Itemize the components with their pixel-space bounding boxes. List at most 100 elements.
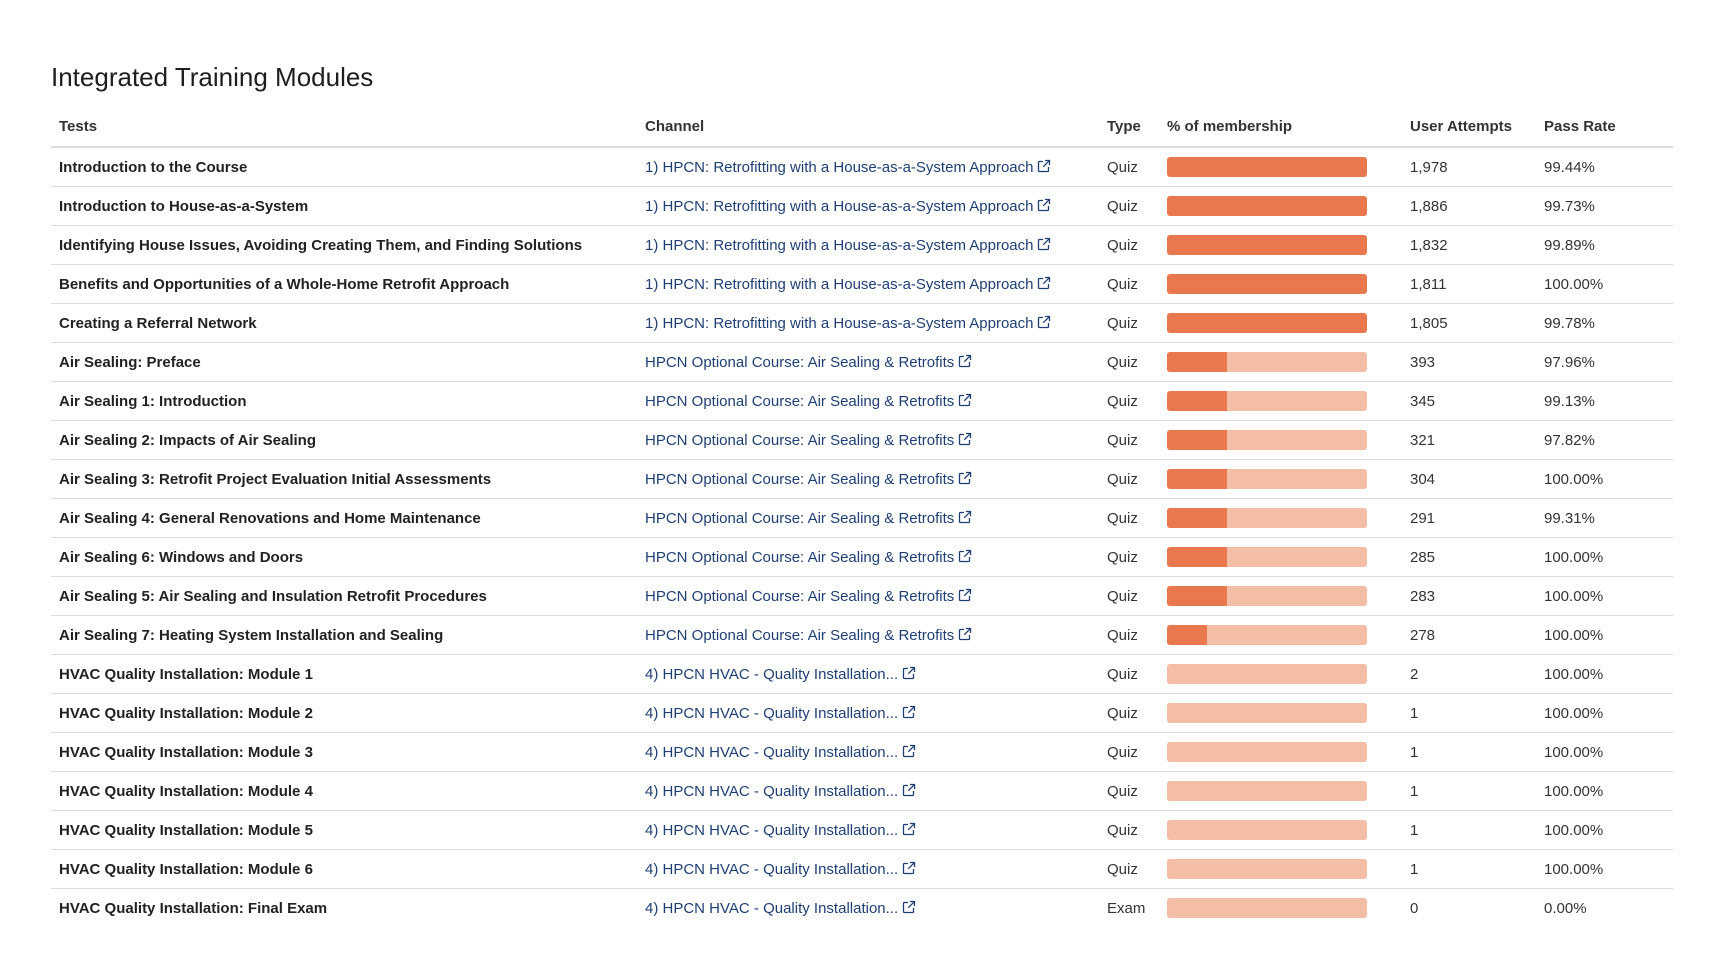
type-cell: Quiz [1099, 459, 1159, 499]
test-name: HVAC Quality Installation: Final Exam [59, 899, 328, 917]
membership-bar [1167, 820, 1367, 840]
test-name: Air Sealing 6: Windows and Doors [51, 537, 637, 577]
channel-cell: 1) HPCN: Retrofitting with a House-as-a-… [637, 147, 1099, 187]
channel-link[interactable]: 4) HPCN HVAC - Quality Installation... [645, 861, 916, 878]
attempts-cell: 304 [1402, 459, 1536, 499]
type-cell: Exam [1107, 899, 1146, 917]
channel-label: 4) HPCN HVAC - Quality Installation... [645, 782, 899, 800]
external-link-icon [902, 705, 916, 719]
attempts-cell: 1,805 [1402, 303, 1536, 343]
membership-bar [1167, 235, 1367, 255]
table-row: Air Sealing 2: Impacts of Air Sealing HP… [51, 420, 1673, 460]
channel-link[interactable]: 4) HPCN HVAC - Quality Installation... [645, 783, 916, 800]
channel-cell: 4) HPCN HVAC - Quality Installation... [637, 693, 1099, 733]
type-cell: Quiz [1099, 693, 1159, 733]
channel-label: 4) HPCN HVAC - Quality Installation... [645, 665, 899, 683]
type-cell: Quiz [1099, 381, 1159, 421]
test-name: Identifying House Issues, Avoiding Creat… [51, 225, 637, 265]
channel-cell: HPCN Optional Course: Air Sealing & Retr… [637, 615, 1099, 655]
test-name: Air Sealing 2: Impacts of Air Sealing [51, 420, 637, 460]
membership-bar [1167, 196, 1367, 216]
channel-link[interactable]: HPCN Optional Course: Air Sealing & Retr… [645, 393, 972, 410]
membership-cell [1159, 147, 1402, 187]
membership-bar [1167, 859, 1367, 879]
channel-link[interactable]: HPCN Optional Course: Air Sealing & Retr… [645, 549, 972, 566]
membership-bar-fill [1167, 313, 1367, 333]
type-cell: Quiz [1099, 342, 1159, 382]
channel-cell: HPCN Optional Course: Air Sealing & Retr… [637, 498, 1099, 538]
type-cell: Quiz [1099, 732, 1159, 772]
table-row: Identifying House Issues, Avoiding Creat… [51, 225, 1673, 265]
channel-link[interactable]: 1) HPCN: Retrofitting with a House-as-a-… [645, 315, 1051, 332]
type-cell: Quiz [1099, 186, 1159, 226]
membership-cell [1159, 303, 1402, 343]
channel-link[interactable]: HPCN Optional Course: Air Sealing & Retr… [645, 588, 972, 605]
external-link-icon [1037, 237, 1051, 251]
modules-table: Tests Channel Type % of membership User … [51, 106, 1673, 927]
channel-cell: 4) HPCN HVAC - Quality Installation... [637, 810, 1099, 850]
test-name: HVAC Quality Installation: Module 5 [51, 810, 637, 850]
channel-link[interactable]: 1) HPCN: Retrofitting with a House-as-a-… [645, 276, 1051, 293]
channel-link[interactable]: 4) HPCN HVAC - Quality Installation... [645, 900, 916, 917]
external-link-icon [902, 861, 916, 875]
channel-link[interactable]: HPCN Optional Course: Air Sealing & Retr… [645, 627, 972, 644]
pass-rate-cell: 100.00% [1536, 264, 1673, 304]
attempts-cell: 283 [1402, 576, 1536, 616]
table-row: Air Sealing 1: Introduction HPCN Optiona… [51, 381, 1673, 421]
channel-label: 1) HPCN: Retrofitting with a House-as-a-… [645, 314, 1034, 332]
channel-cell: 4) HPCN HVAC - Quality Installation... [637, 732, 1099, 772]
channel-link[interactable]: HPCN Optional Course: Air Sealing & Retr… [645, 471, 972, 488]
channel-label: 1) HPCN: Retrofitting with a House-as-a-… [645, 158, 1034, 176]
test-name: Introduction to House-as-a-System [51, 186, 637, 226]
channel-link[interactable]: 4) HPCN HVAC - Quality Installation... [645, 744, 916, 761]
channel-link[interactable]: 4) HPCN HVAC - Quality Installation... [645, 705, 916, 722]
test-name: Air Sealing 7: Heating System Installati… [51, 615, 637, 655]
channel-label: HPCN Optional Course: Air Sealing & Retr… [645, 587, 955, 605]
membership-bar-fill [1167, 157, 1367, 177]
external-link-icon [1037, 159, 1051, 173]
membership-bar [1167, 352, 1367, 372]
external-link-icon [958, 588, 972, 602]
type-cell: Quiz [1099, 264, 1159, 304]
channel-link[interactable]: 1) HPCN: Retrofitting with a House-as-a-… [645, 237, 1051, 254]
pass-rate-cell: 0.00% [1544, 899, 1587, 917]
header-tests: Tests [51, 106, 637, 148]
attempts-cell: 1 [1402, 771, 1536, 811]
channel-link[interactable]: HPCN Optional Course: Air Sealing & Retr… [645, 432, 972, 449]
membership-bar [1167, 781, 1367, 801]
channel-link[interactable]: HPCN Optional Course: Air Sealing & Retr… [645, 354, 972, 371]
membership-cell [1159, 693, 1402, 733]
channel-cell: HPCN Optional Course: Air Sealing & Retr… [637, 576, 1099, 616]
channel-label: HPCN Optional Course: Air Sealing & Retr… [645, 626, 955, 644]
membership-bar-fill [1167, 547, 1227, 567]
membership-bar-fill [1167, 469, 1227, 489]
type-cell: Quiz [1099, 810, 1159, 850]
channel-link[interactable]: HPCN Optional Course: Air Sealing & Retr… [645, 510, 972, 527]
membership-cell [1159, 771, 1402, 811]
channel-link[interactable]: 1) HPCN: Retrofitting with a House-as-a-… [645, 159, 1051, 176]
test-name: HVAC Quality Installation: Module 2 [51, 693, 637, 733]
membership-cell [1159, 342, 1402, 382]
table-row: HVAC Quality Installation: Module 3 4) H… [51, 732, 1673, 772]
external-link-icon [1037, 276, 1051, 290]
attempts-cell: 0 [1410, 899, 1419, 917]
membership-cell [1159, 537, 1402, 577]
external-link-icon [958, 393, 972, 407]
table-row: HVAC Quality Installation: Module 4 4) H… [51, 771, 1673, 811]
test-name: HVAC Quality Installation: Module 3 [51, 732, 637, 772]
external-link-icon [902, 666, 916, 680]
channel-cell: HPCN Optional Course: Air Sealing & Retr… [637, 537, 1099, 577]
type-cell: Quiz [1099, 420, 1159, 460]
pass-rate-cell: 99.13% [1536, 381, 1673, 421]
membership-bar [1167, 625, 1367, 645]
channel-cell: 1) HPCN: Retrofitting with a House-as-a-… [637, 264, 1099, 304]
channel-link[interactable]: 4) HPCN HVAC - Quality Installation... [645, 822, 916, 839]
membership-cell [1159, 264, 1402, 304]
channel-link[interactable]: 1) HPCN: Retrofitting with a House-as-a-… [645, 198, 1051, 215]
channel-label: 1) HPCN: Retrofitting with a House-as-a-… [645, 236, 1034, 254]
channel-link[interactable]: 4) HPCN HVAC - Quality Installation... [645, 666, 916, 683]
page-title: Integrated Training Modules [51, 62, 374, 92]
pass-rate-cell: 99.31% [1536, 498, 1673, 538]
header-type: Type [1099, 106, 1159, 148]
type-cell: Quiz [1099, 303, 1159, 343]
